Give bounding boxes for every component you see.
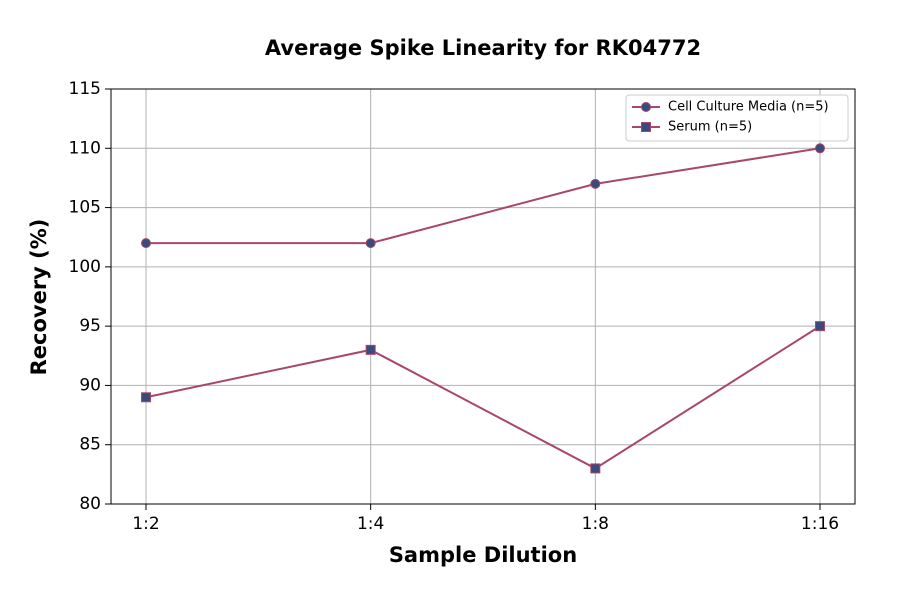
y-tick-label: 85 [79, 435, 101, 455]
marker [141, 238, 151, 249]
marker [590, 463, 601, 474]
y-tick-label: 100 [69, 257, 101, 277]
marker [365, 238, 376, 249]
legend-label: Cell Culture Media (n=5) [668, 100, 829, 115]
marker [815, 143, 825, 154]
marker [641, 122, 651, 132]
marker [365, 344, 376, 355]
legend-label: Serum (n=5) [668, 120, 752, 135]
marker [641, 102, 651, 112]
x-axis-label: Sample Dilution [389, 543, 577, 567]
x-tick-label: 1:8 [582, 514, 609, 534]
marker [590, 178, 601, 189]
y-tick-label: 90 [79, 375, 101, 395]
x-tick-label: 1:2 [132, 514, 159, 534]
legend-box [625, 94, 849, 142]
legend: Cell Culture Media (n=5) Serum (n=5) [625, 94, 849, 142]
y-tick-label: 115 [69, 79, 101, 99]
x-tick-label: 1:4 [357, 514, 384, 534]
y-tick-label: 110 [69, 138, 101, 158]
series-line [145, 325, 821, 470]
plot-frame [110, 88, 856, 505]
marker [141, 392, 151, 403]
y-tick-label: 105 [69, 198, 101, 218]
chart-title: Average Spike Linearity for RK04772 [265, 36, 701, 60]
y-axis-label: Recovery (%) [27, 219, 51, 376]
y-tick-label: 80 [79, 494, 101, 514]
x-tick-label: 1:16 [801, 514, 839, 534]
series-line [146, 147, 821, 245]
y-tick-label: 95 [79, 316, 101, 336]
marker [815, 321, 825, 332]
